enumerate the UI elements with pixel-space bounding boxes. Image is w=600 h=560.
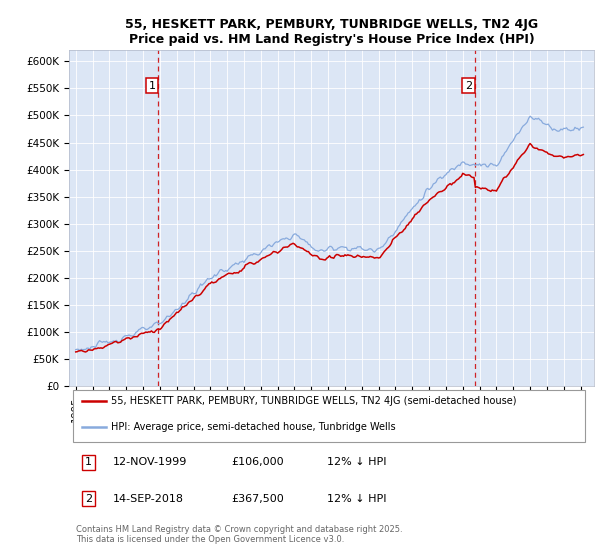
Text: 2: 2 bbox=[465, 81, 472, 91]
FancyBboxPatch shape bbox=[73, 390, 585, 442]
Text: HPI: Average price, semi-detached house, Tunbridge Wells: HPI: Average price, semi-detached house,… bbox=[111, 422, 395, 432]
Text: 55, HESKETT PARK, PEMBURY, TUNBRIDGE WELLS, TN2 4JG (semi-detached house): 55, HESKETT PARK, PEMBURY, TUNBRIDGE WEL… bbox=[111, 396, 517, 405]
Text: 1: 1 bbox=[85, 458, 92, 468]
Text: 12% ↓ HPI: 12% ↓ HPI bbox=[327, 458, 386, 468]
Text: £367,500: £367,500 bbox=[231, 494, 284, 503]
Text: 2: 2 bbox=[85, 494, 92, 503]
Text: Contains HM Land Registry data © Crown copyright and database right 2025.
This d: Contains HM Land Registry data © Crown c… bbox=[76, 525, 403, 544]
Text: 12% ↓ HPI: 12% ↓ HPI bbox=[327, 494, 386, 503]
Text: 14-SEP-2018: 14-SEP-2018 bbox=[113, 494, 184, 503]
Title: 55, HESKETT PARK, PEMBURY, TUNBRIDGE WELLS, TN2 4JG
Price paid vs. HM Land Regis: 55, HESKETT PARK, PEMBURY, TUNBRIDGE WEL… bbox=[125, 18, 538, 46]
Text: 12-NOV-1999: 12-NOV-1999 bbox=[113, 458, 187, 468]
Text: 1: 1 bbox=[148, 81, 155, 91]
Text: £106,000: £106,000 bbox=[231, 458, 284, 468]
